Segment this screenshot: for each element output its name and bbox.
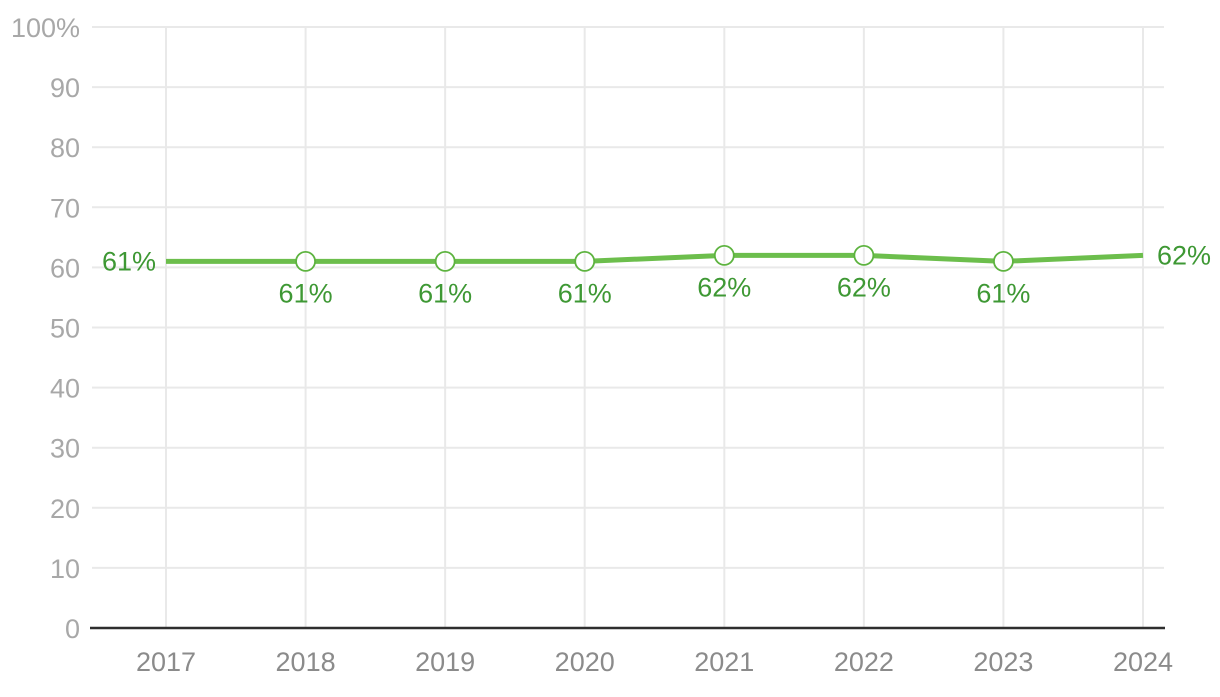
point-label: 61% <box>558 278 612 308</box>
point-label: 61% <box>976 278 1030 308</box>
y-tick-label: 40 <box>50 374 80 404</box>
y-tick-label: 100% <box>11 13 80 43</box>
data-point-marker[interactable] <box>574 250 596 272</box>
data-point-marker[interactable] <box>713 244 735 266</box>
data-point-marker[interactable] <box>993 250 1014 272</box>
point-label: 61% <box>102 246 156 276</box>
point-label: 61% <box>279 278 333 308</box>
x-tick-label: 2021 <box>694 647 754 677</box>
data-point-marker[interactable] <box>853 244 875 266</box>
y-tick-label: 20 <box>50 494 80 524</box>
x-tick-label: 2024 <box>1113 647 1173 677</box>
point-label: 62% <box>697 272 751 302</box>
point-label: 61% <box>418 278 472 308</box>
y-tick-label: 80 <box>50 133 80 163</box>
trend-line <box>166 252 1144 264</box>
y-tick-label: 90 <box>50 73 80 103</box>
y-tick-label: 70 <box>50 193 80 223</box>
x-tick-label: 2020 <box>555 647 615 677</box>
point-label: 62% <box>1157 240 1211 270</box>
data-point-marker[interactable] <box>434 250 456 272</box>
data-point-marker[interactable] <box>295 250 316 272</box>
y-tick-label: 30 <box>50 434 80 464</box>
point-label: 62% <box>837 272 891 302</box>
x-tick-label: 2019 <box>415 647 475 677</box>
x-tick-label: 2023 <box>973 647 1033 677</box>
y-tick-label: 60 <box>50 253 80 283</box>
x-tick-label: 2022 <box>834 647 894 677</box>
y-tick-label: 0 <box>65 614 80 644</box>
x-tick-label: 2017 <box>136 647 196 677</box>
y-tick-label: 50 <box>50 314 80 344</box>
y-tick-label: 10 <box>50 554 80 584</box>
x-tick-label: 2018 <box>276 647 336 677</box>
